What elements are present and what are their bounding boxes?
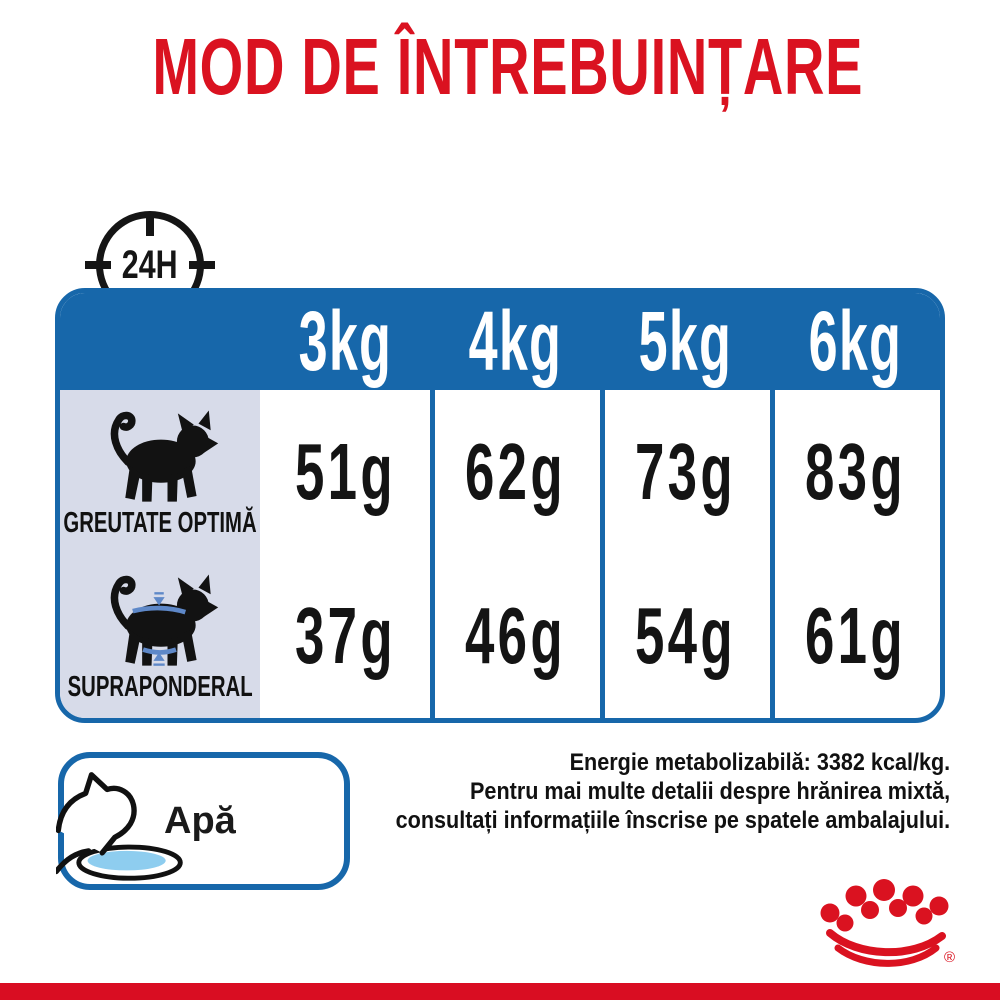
page-title: MOD DE ÎNTREBUINȚARE bbox=[0, 24, 1000, 110]
water-box: Apă bbox=[56, 752, 350, 890]
note-energy: Energie metabolizabilă: 3382 kcal/kg. bbox=[569, 749, 950, 776]
column-header-5kg: 5kg bbox=[638, 294, 732, 388]
clock-tick-left bbox=[85, 261, 111, 269]
clock-tick-top bbox=[146, 217, 154, 236]
note-mixed-feeding: Pentru mai multe detalii despre hrănirea… bbox=[469, 778, 950, 805]
value-optimal-5kg: 73g bbox=[634, 427, 736, 516]
cat-optimal-icon bbox=[110, 410, 219, 502]
clock-tick-right bbox=[189, 261, 215, 269]
value-overweight-6kg: 61g bbox=[804, 591, 906, 680]
column-divider bbox=[600, 390, 605, 718]
clock-label: 24H bbox=[122, 242, 178, 287]
row-label: GREUTATE OPTIMĂ bbox=[63, 506, 257, 539]
note-back-of-pack: consultați informațiile înscrise pe spat… bbox=[395, 807, 950, 834]
column-header-3kg: 3kg bbox=[298, 294, 392, 388]
value-optimal-6kg: 83g bbox=[804, 427, 906, 516]
cat-overweight-icon bbox=[110, 574, 219, 666]
value-overweight-5kg: 54g bbox=[634, 591, 736, 680]
feeding-table-body: GREUTATE OPTIMĂ bbox=[60, 390, 940, 718]
registered-trademark-symbol: ® bbox=[944, 949, 955, 966]
table-row-overweight: 37g 46g 54g 61g bbox=[260, 554, 940, 718]
value-overweight-3kg: 37g bbox=[294, 591, 396, 680]
cat-drinking-icon bbox=[56, 772, 183, 881]
table-row-optimal: 51g 62g 73g 83g bbox=[260, 390, 940, 554]
value-optimal-4kg: 62g bbox=[464, 427, 566, 516]
water-label: Apă bbox=[164, 799, 236, 842]
feeding-guide-table: 3kg 4kg 5kg 6kg GREUTA bbox=[55, 288, 945, 723]
row-optimal-weight: GREUTATE OPTIMĂ bbox=[60, 390, 260, 554]
feeding-table-header: 3kg 4kg 5kg 6kg bbox=[60, 293, 940, 390]
royal-canin-crown-logo: ® bbox=[820, 879, 955, 967]
header-spacer bbox=[60, 293, 260, 390]
feeding-notes: Energie metabolizabilă: 3382 kcal/kg. Pe… bbox=[395, 748, 950, 835]
bottom-red-bar bbox=[0, 983, 1000, 1000]
row-label-column: GREUTATE OPTIMĂ bbox=[60, 390, 260, 718]
column-header-4kg: 4kg bbox=[468, 294, 562, 388]
column-divider bbox=[770, 390, 775, 718]
column-divider bbox=[430, 390, 435, 718]
row-overweight: SUPRAPONDERAL bbox=[60, 554, 260, 718]
value-optimal-3kg: 51g bbox=[294, 427, 396, 516]
column-header-6kg: 6kg bbox=[808, 294, 902, 388]
row-label: SUPRAPONDERAL bbox=[67, 670, 253, 703]
value-overweight-4kg: 46g bbox=[464, 591, 566, 680]
page-title-text: MOD DE ÎNTREBUINȚARE bbox=[152, 22, 864, 111]
